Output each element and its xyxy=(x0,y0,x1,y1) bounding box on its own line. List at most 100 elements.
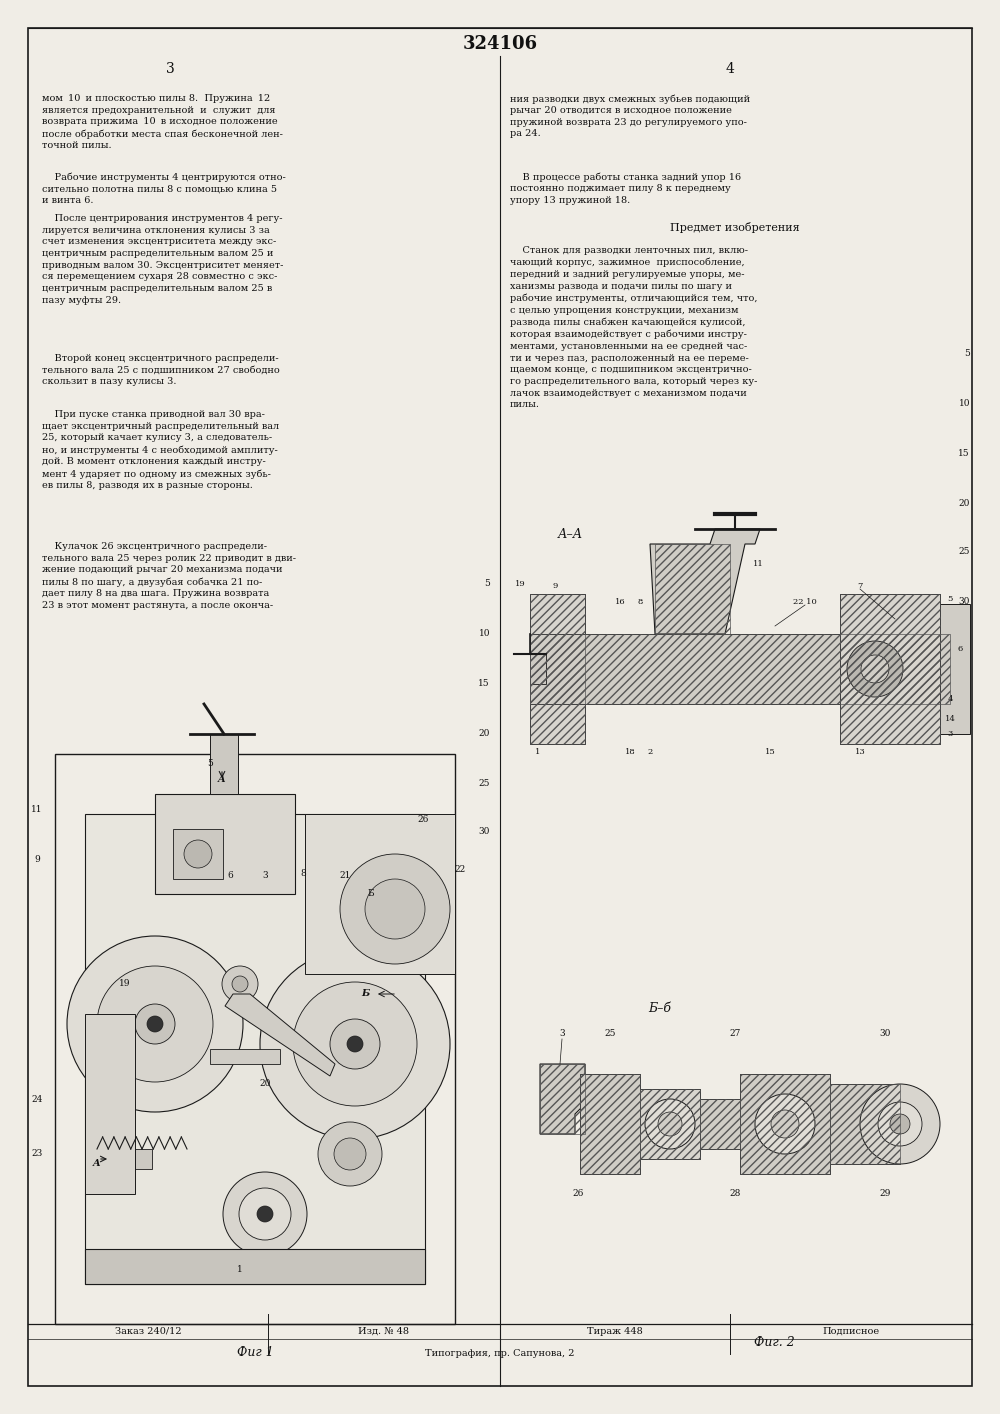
Text: 25: 25 xyxy=(604,1029,616,1038)
Bar xyxy=(940,604,970,734)
Bar xyxy=(580,1075,640,1174)
Circle shape xyxy=(771,1110,799,1138)
Text: 22 10: 22 10 xyxy=(793,598,817,607)
Bar xyxy=(840,594,940,744)
Text: 23: 23 xyxy=(31,1150,43,1158)
Bar xyxy=(97,1150,152,1169)
Circle shape xyxy=(318,1121,382,1186)
Bar xyxy=(640,1089,700,1159)
Text: 25: 25 xyxy=(479,779,490,789)
Text: 4: 4 xyxy=(726,62,734,76)
Text: А–А: А–А xyxy=(557,527,583,540)
Text: 26: 26 xyxy=(572,1189,584,1199)
Bar xyxy=(530,594,585,744)
Bar xyxy=(530,633,950,704)
Text: 19: 19 xyxy=(515,580,525,588)
Text: 20: 20 xyxy=(259,1079,271,1089)
Circle shape xyxy=(223,1172,307,1256)
Text: 9: 9 xyxy=(552,583,558,590)
Text: 15: 15 xyxy=(765,748,775,756)
Circle shape xyxy=(260,949,450,1140)
Circle shape xyxy=(67,936,243,1111)
Bar xyxy=(580,1075,640,1174)
Text: Изд. № 48: Изд. № 48 xyxy=(358,1326,410,1335)
Circle shape xyxy=(860,1085,940,1164)
Text: 19: 19 xyxy=(119,980,131,988)
Text: 3: 3 xyxy=(262,871,268,881)
Text: 30: 30 xyxy=(959,598,970,607)
Text: 3: 3 xyxy=(947,730,953,738)
Text: Фиг 1: Фиг 1 xyxy=(237,1346,273,1359)
Text: 30: 30 xyxy=(879,1029,891,1038)
Text: 14: 14 xyxy=(945,715,955,723)
Text: 28: 28 xyxy=(729,1189,741,1199)
Text: Предмет изобретения: Предмет изобретения xyxy=(670,222,800,233)
Text: После центрирования инструментов 4 регу-
лируется величина отклонения кулисы 3 з: После центрирования инструментов 4 регу-… xyxy=(42,214,283,304)
Circle shape xyxy=(658,1111,682,1135)
Circle shape xyxy=(184,840,212,868)
Text: 5: 5 xyxy=(484,580,490,588)
Text: 22: 22 xyxy=(454,864,466,874)
Bar xyxy=(155,795,295,894)
Bar xyxy=(210,1049,280,1063)
Text: 18: 18 xyxy=(625,748,635,756)
Text: 20: 20 xyxy=(959,499,970,509)
Text: 7: 7 xyxy=(857,583,863,590)
Circle shape xyxy=(239,1188,291,1240)
Text: 2: 2 xyxy=(647,748,653,756)
Text: Кулачок 26 эксцентричного распредели-
тельного вала 25 через ролик 22 приводит в: Кулачок 26 эксцентричного распредели- те… xyxy=(42,542,296,609)
Text: ния разводки двух смежных зубьев подающий
рычаг 20 отводится в исходное положени: ния разводки двух смежных зубьев подающи… xyxy=(510,93,750,139)
Text: 8: 8 xyxy=(637,598,643,607)
Text: 10: 10 xyxy=(958,400,970,409)
Text: 1: 1 xyxy=(237,1264,243,1274)
Text: 25: 25 xyxy=(958,547,970,557)
Polygon shape xyxy=(650,529,760,633)
Bar xyxy=(55,754,455,1324)
Circle shape xyxy=(890,1114,910,1134)
Circle shape xyxy=(334,1138,366,1169)
Text: 324106: 324106 xyxy=(462,35,538,52)
Text: Б–б: Б–б xyxy=(648,1003,672,1015)
Circle shape xyxy=(878,1102,922,1145)
Text: 30: 30 xyxy=(479,827,490,837)
Text: 11: 11 xyxy=(753,560,763,568)
Circle shape xyxy=(340,854,450,964)
Text: 5: 5 xyxy=(947,595,953,602)
Bar xyxy=(85,1014,135,1193)
Circle shape xyxy=(347,1036,363,1052)
Text: При пуске станка приводной вал 30 вра-
щает эксцентричный распределительный вал
: При пуске станка приводной вал 30 вра- щ… xyxy=(42,410,279,491)
Text: Фиг. 2: Фиг. 2 xyxy=(754,1335,794,1349)
Bar xyxy=(305,814,455,974)
Text: Тираж 448: Тираж 448 xyxy=(587,1326,643,1335)
Text: 29: 29 xyxy=(879,1189,891,1199)
Circle shape xyxy=(755,1094,815,1154)
Circle shape xyxy=(232,976,248,993)
Text: 6: 6 xyxy=(227,871,233,881)
Bar xyxy=(530,655,546,684)
Bar xyxy=(530,594,585,744)
Bar xyxy=(530,633,950,704)
Text: 5: 5 xyxy=(207,759,213,768)
Circle shape xyxy=(861,655,889,683)
Text: 24: 24 xyxy=(31,1094,43,1103)
Circle shape xyxy=(645,1099,695,1150)
Text: 11: 11 xyxy=(31,805,43,813)
Bar xyxy=(700,1099,740,1150)
Bar xyxy=(740,1075,830,1174)
Circle shape xyxy=(97,966,213,1082)
Bar xyxy=(85,814,425,1284)
Circle shape xyxy=(222,966,258,1003)
Bar xyxy=(840,594,940,744)
Bar xyxy=(700,1099,740,1150)
Text: 3: 3 xyxy=(166,62,174,76)
Text: 15: 15 xyxy=(958,450,970,458)
Text: Типография, пр. Сапунова, 2: Типография, пр. Сапунова, 2 xyxy=(425,1349,575,1359)
Bar xyxy=(85,1249,425,1284)
Text: 13: 13 xyxy=(855,748,865,756)
Text: мом  10  и плоскостью пилы 8.  Пружина  12
является предохранительной  и  служит: мом 10 и плоскостью пилы 8. Пружина 12 я… xyxy=(42,93,283,150)
Circle shape xyxy=(293,981,417,1106)
Circle shape xyxy=(135,1004,175,1044)
Text: Второй конец эксцентричного распредели-
тельного вала 25 с подшипником 27 свобод: Второй конец эксцентричного распредели- … xyxy=(42,354,280,386)
Bar xyxy=(540,1063,585,1134)
Circle shape xyxy=(330,1019,380,1069)
